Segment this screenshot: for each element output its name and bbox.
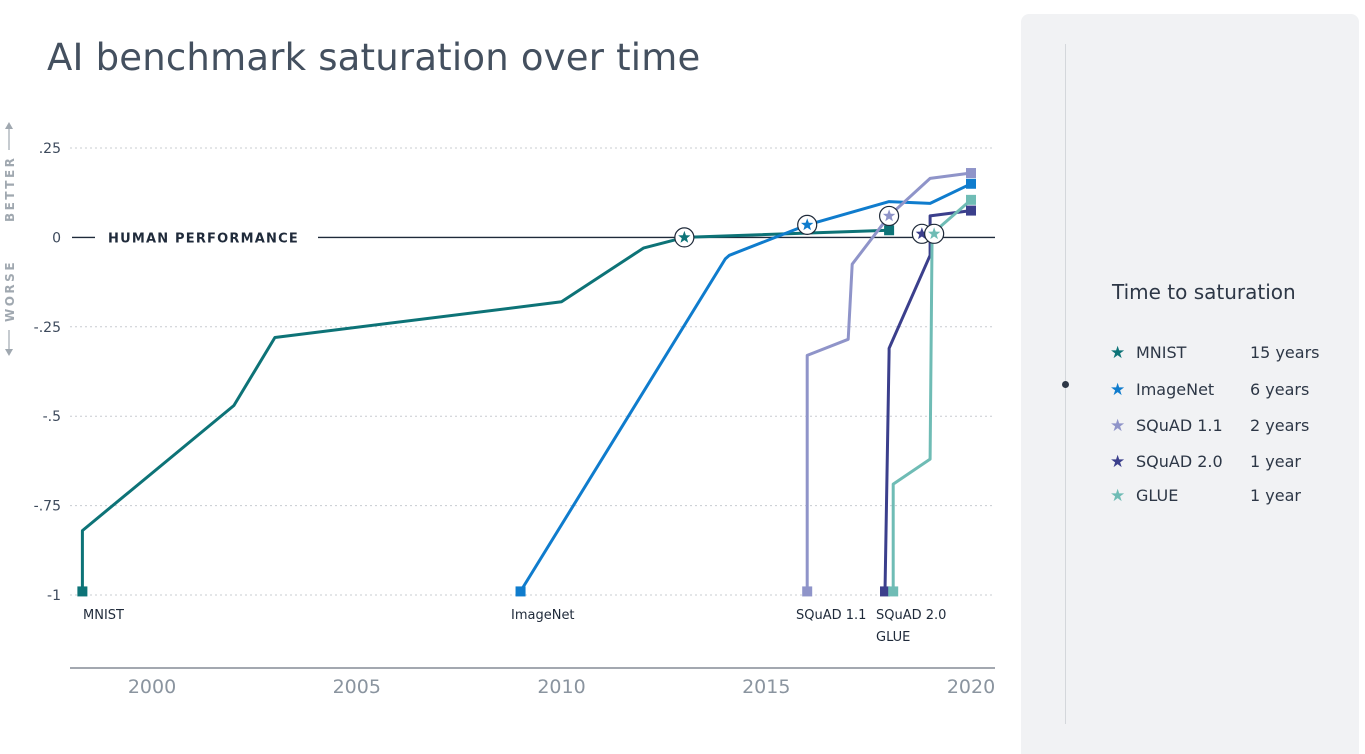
star-icon: ★: [1110, 416, 1126, 436]
y-tick-label: .25: [39, 141, 61, 157]
start-label-mnist: MNIST: [83, 608, 124, 623]
y-tick-label: 0: [52, 230, 61, 246]
legend-panel: Time to saturation ★ MNIST 15 years ★ Im…: [1021, 14, 1359, 754]
grid-layer: [70, 147, 995, 596]
legend-item-label: GLUE: [1136, 486, 1179, 505]
start-label-glue: GLUE: [876, 630, 910, 645]
saturation-star-icon-glue: [928, 227, 941, 240]
legend-item-years: 6 years: [1250, 380, 1310, 399]
legend-item-label: ImageNet: [1136, 380, 1215, 399]
start-marker-squad-1-1: [802, 586, 813, 597]
chart-plot-area: .25 0 -.25 -.5 -.75 -1 2000 2005 2010 2015 2020 BET…: [3, 122, 995, 698]
legend-item-glue: ★ GLUE 1 year: [1110, 485, 1350, 507]
label-layer: HUMAN PERFORMANCE MNIST ImageNet SQuAD 1.1 S…: [83, 231, 946, 645]
down-arrow-icon: [5, 349, 13, 356]
star-icon: ★: [1110, 343, 1126, 363]
start-label-squad-2-0: SQuAD 2.0: [876, 608, 946, 623]
better-label: BETTER: [3, 156, 17, 222]
legend-item-years: 1 year: [1250, 452, 1301, 471]
series-line-mnist: [80, 228, 890, 592]
series-line-squad-2-0: [883, 209, 972, 592]
up-arrow-icon: [5, 122, 13, 129]
end-marker-squad-1-1: [966, 168, 976, 179]
marker-layer: [77, 168, 976, 597]
x-tick-label: 2015: [742, 676, 790, 698]
panel-dot[interactable]: [1062, 381, 1069, 388]
end-marker-squad-2-0: [966, 205, 976, 216]
end-marker-mnist: [884, 225, 895, 236]
start-marker-glue: [888, 586, 899, 597]
legend-item-years: 2 years: [1250, 416, 1310, 435]
legend-item-imagenet: ★ ImageNet 6 years: [1110, 379, 1350, 401]
x-tick-label: 2020: [947, 676, 995, 698]
legend-item-squad-1-1: ★ SQuAD 1.1 2 years: [1110, 415, 1350, 437]
end-marker-glue: [966, 194, 976, 205]
legend-item-label: MNIST: [1136, 343, 1187, 362]
start-label-imagenet: ImageNet: [511, 608, 575, 623]
axis-layer: .25 0 -.25 -.5 -.75 -1 2000 2005 2010 2015 2020 BET…: [3, 122, 995, 698]
y-tick-label: -.75: [34, 499, 61, 515]
legend-item-squad-2-0: ★ SQuAD 2.0 1 year: [1110, 451, 1350, 473]
legend-item-mnist: ★ MNIST 15 years: [1110, 342, 1350, 364]
start-label-squad-1-1: SQuAD 1.1: [796, 608, 866, 623]
star-icon: ★: [1110, 380, 1126, 400]
saturation-star-icon-mnist: [678, 230, 691, 243]
saturation-star-icon-squad-2-0: [915, 227, 928, 240]
x-tick-label: 2010: [537, 676, 585, 698]
legend-item-label: SQuAD 2.0: [1136, 452, 1223, 471]
chart-title: AI benchmark saturation over time: [47, 36, 701, 79]
start-marker-imagenet: [515, 586, 526, 597]
legend-item-label: SQuAD 1.1: [1136, 416, 1223, 435]
start-marker-squad-2-0: [880, 586, 891, 597]
legend-item-years: 15 years: [1250, 343, 1320, 362]
series-line-imagenet: [519, 182, 972, 593]
saturation-star-icon-squad-1-1: [882, 209, 896, 222]
y-tick-label: -.25: [34, 320, 61, 336]
worse-label: WORSE: [3, 260, 17, 322]
series-line-squad-1-1: [805, 171, 972, 592]
human-performance-label: HUMAN PERFORMANCE: [108, 231, 299, 246]
y-tick-label: -1: [47, 588, 61, 604]
x-tick-label: 2000: [128, 676, 176, 698]
star-icon: ★: [1110, 452, 1126, 472]
saturation-star-icon-imagenet: [801, 218, 814, 231]
end-marker-imagenet: [966, 178, 976, 189]
star-icon: ★: [1110, 486, 1126, 506]
start-marker-mnist: [77, 586, 88, 597]
legend-item-years: 1 year: [1250, 486, 1301, 505]
x-tick-label: 2005: [333, 676, 381, 698]
series-line-glue: [891, 198, 972, 592]
legend-title: Time to saturation: [1112, 280, 1296, 304]
y-tick-label: -.5: [43, 409, 61, 425]
